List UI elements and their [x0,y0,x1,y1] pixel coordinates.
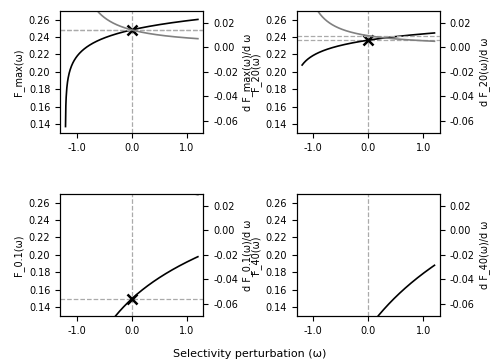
Y-axis label: F_40(ω): F_40(ω) [250,236,261,274]
Text: Selectivity perturbation (ω): Selectivity perturbation (ω) [174,349,326,359]
Y-axis label: d F_20(ω)/d ω: d F_20(ω)/d ω [479,38,490,106]
Y-axis label: F_0.1(ω): F_0.1(ω) [14,234,24,276]
Y-axis label: d F_40(ω)/d ω: d F_40(ω)/d ω [479,221,490,289]
Y-axis label: F_20(ω): F_20(ω) [250,53,261,91]
Y-axis label: F_max(ω): F_max(ω) [14,48,24,95]
Y-axis label: d F_max(ω)/d ω: d F_max(ω)/d ω [242,33,253,111]
Y-axis label: d F_0.1(ω)/d ω: d F_0.1(ω)/d ω [242,219,253,290]
